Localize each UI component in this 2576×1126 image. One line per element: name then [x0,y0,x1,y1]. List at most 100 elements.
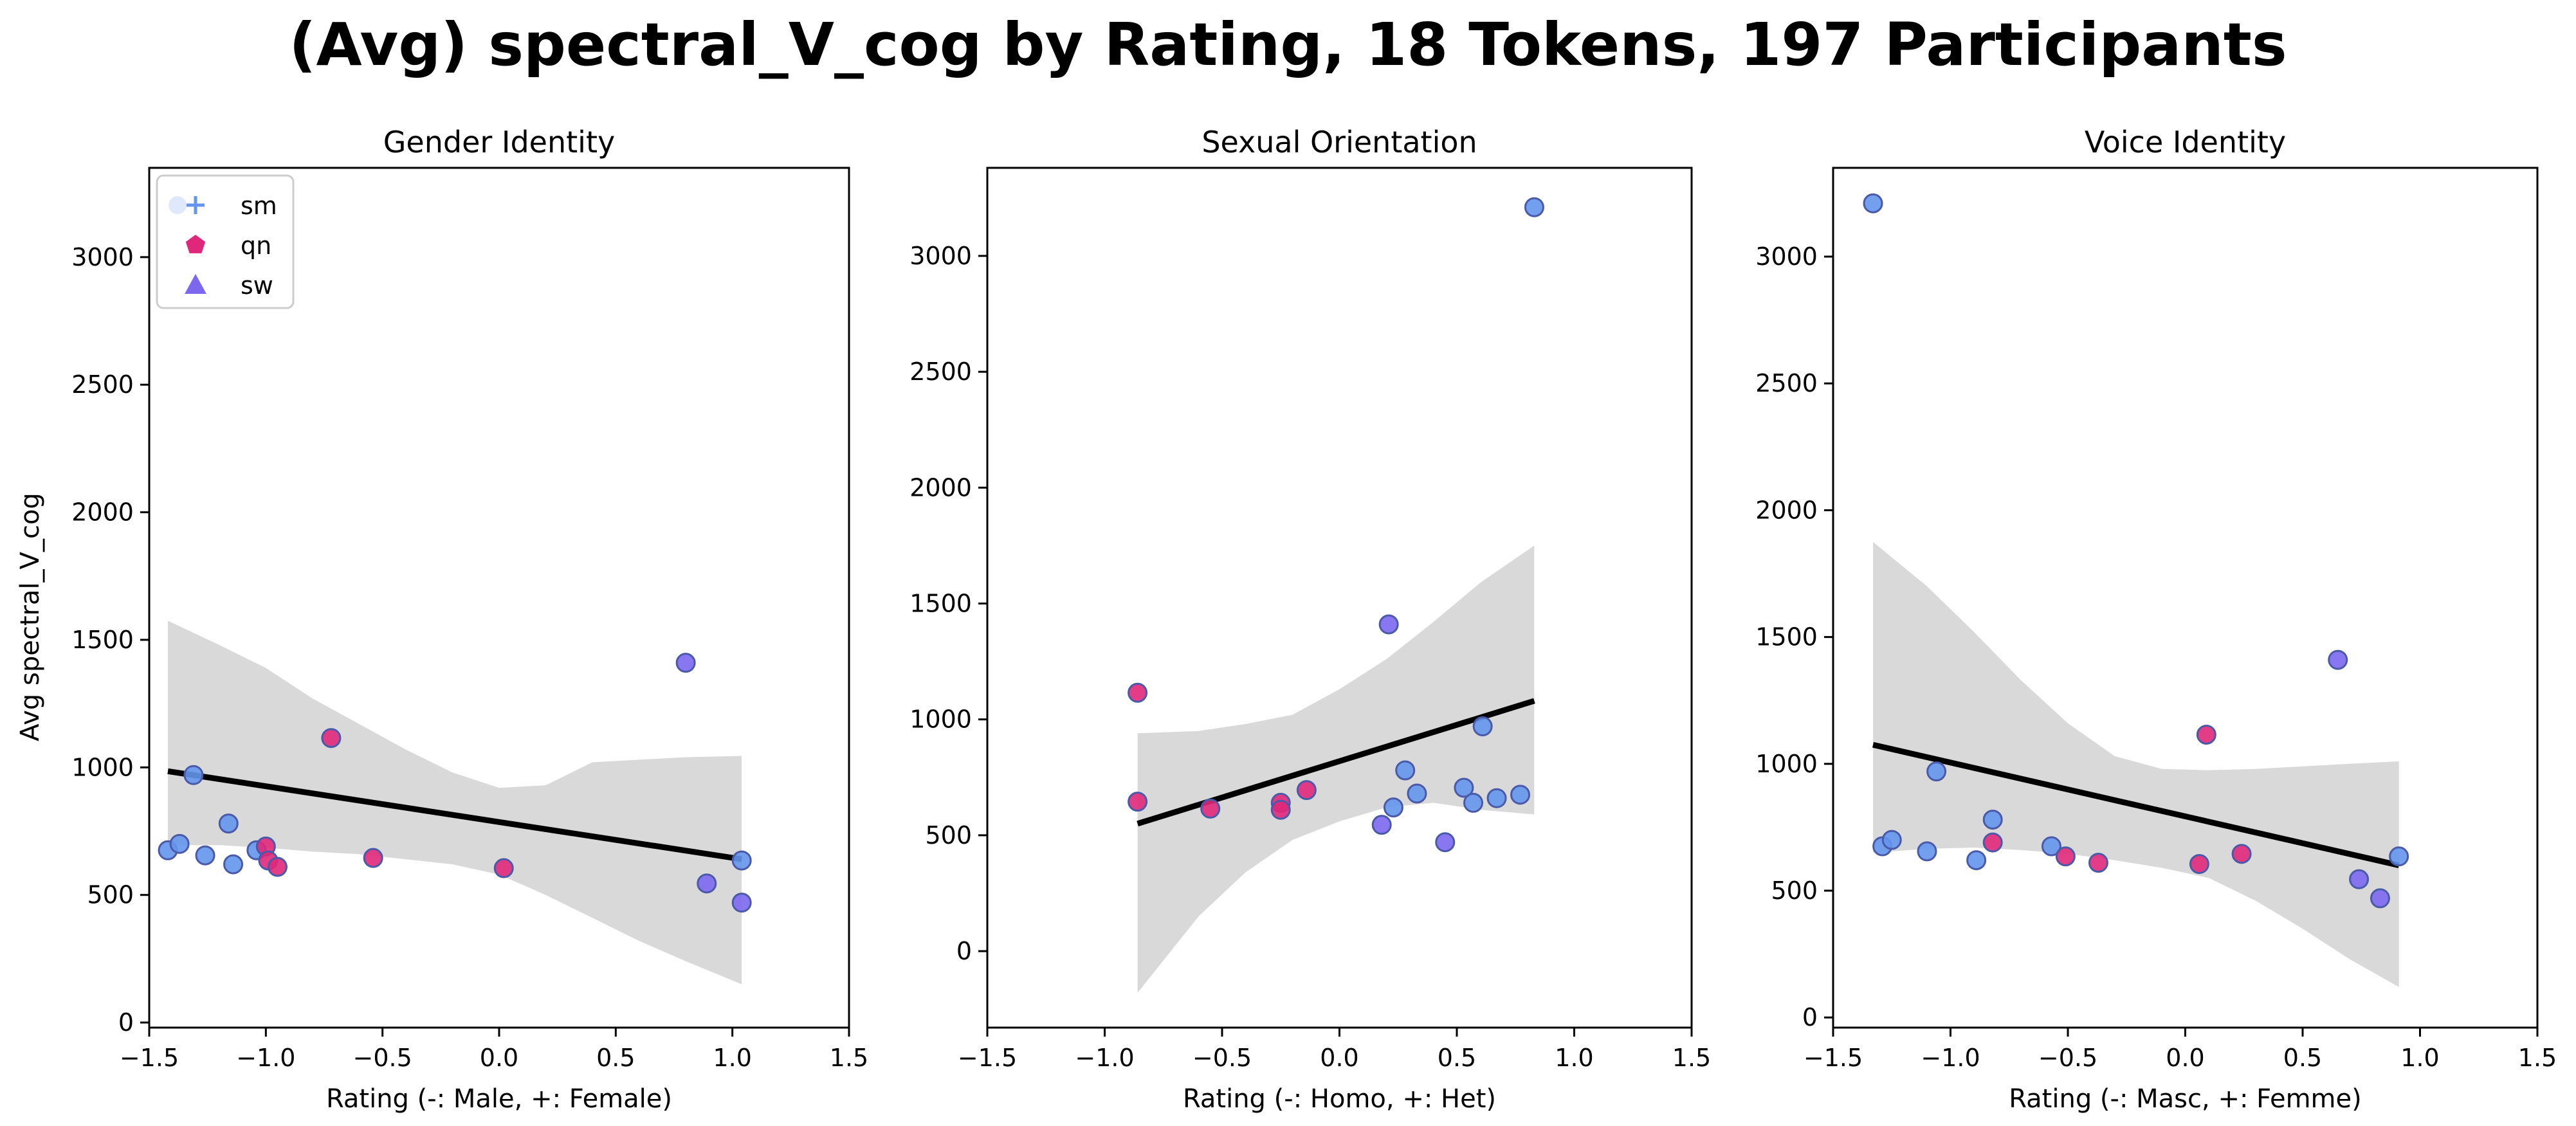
y-tick-label: 0 [1802,1003,1818,1031]
x-tick-label: 1.5 [2518,1044,2557,1072]
y-tick-label: 1500 [909,590,972,618]
data-point-sm [1982,810,2003,830]
data-point-sm [1926,761,1947,782]
x-tick-label: 1.5 [830,1044,868,1072]
x-tick-label: −0.5 [1192,1044,1252,1072]
legend-label: sm [241,192,277,220]
data-point-sm [169,833,190,854]
data-point-sm [2041,836,2061,857]
y-tick-label: 0 [956,937,972,965]
data-point-qn [2231,844,2252,864]
y-tick-label: 1500 [71,626,134,654]
x-axis-label: Rating (-: Male, +: Female) [326,1084,672,1114]
data-point-sm [1407,783,1427,804]
data-point-sm [1917,841,1937,862]
data-point-qn [1200,798,1221,819]
subplot-1: −1.5 −1.0 −0.5 0.0 0.5 1.0 1.5 0 500 1000 1500 2000… [15,125,868,1114]
x-tick-label: 0.0 [480,1044,518,1072]
x-tick-label: 1.0 [1555,1044,1593,1072]
data-point-sm [731,850,752,871]
x-tick-label: 0.5 [1438,1044,1476,1072]
data-point-sw [2349,869,2370,889]
data-point-qn [2088,853,2108,873]
data-point-sm [1454,777,1474,798]
data-point-sm [1863,193,1883,213]
data-point-qn [1270,799,1291,820]
legend-marker-halo [169,196,187,214]
data-point-qn [363,848,383,868]
data-point-sm [1472,716,1493,737]
data-point-qn [1982,832,2003,853]
data-point-qn [2196,724,2216,745]
y-tick-label: 500 [1771,876,1818,905]
data-point-sm [1881,830,1902,850]
y-tick-label: 500 [925,821,972,849]
data-point-sm [1524,197,1544,217]
legend-marker-plus-marker [187,196,205,214]
subplot-title: Gender Identity [383,125,615,159]
subplot-3: −1.5 −1.0 −0.5 0.0 0.5 1.0 1.5 0 500 1000 1500 2000… [1755,125,2557,1114]
figure-title: (Avg) spectral_V_cog by Rating, 18 Token… [289,10,2287,79]
x-axis-label: Rating (-: Homo, +: Het) [1183,1084,1496,1114]
data-point-sm [1395,760,1416,781]
legend-box [156,174,295,309]
confidence-band [168,621,742,985]
y-tick-label: 3000 [71,243,134,271]
data-point-qn [493,858,514,878]
legend-label: sw [241,271,273,300]
data-point-sm [223,854,244,875]
x-tick-label: −1.0 [1075,1044,1134,1072]
x-tick-label: 0.5 [2283,1044,2322,1072]
y-tick-label: 2500 [909,358,972,386]
y-tick-label: 2000 [71,498,134,527]
legend-marker-pentagon-marker [185,235,206,253]
data-point-sm [195,845,215,866]
y-tick-label: 3000 [1755,242,1818,271]
data-point-qn [1128,792,1148,812]
data-point-sw [2370,888,2390,909]
subplot-3-plot-area [1863,193,2409,987]
x-tick-label: −0.5 [2038,1044,2097,1072]
y-tick-label: 1000 [909,705,972,734]
x-tick-label: 0.5 [596,1044,635,1072]
subplot-1-plot-area [158,621,752,985]
legend-marker-triangle-marker [185,274,206,294]
data-point-sm [1463,792,1484,813]
x-tick-label: −0.5 [353,1044,412,1072]
data-point-sm [2389,846,2409,867]
data-point-sw [697,873,717,894]
data-point-sw [675,653,696,673]
x-tick-label: 1.5 [1672,1044,1711,1072]
y-tick-label: 2000 [1755,496,1818,524]
subplot-2: −1.5 −1.0 −0.5 0.0 0.5 1.0 1.5 0 500 1000 1500 2000… [909,125,1711,1114]
data-point-sm [1486,788,1507,808]
data-point-qn [321,728,342,749]
y-tick-label: 1500 [1755,623,1818,651]
subplot-2-plot-area [1128,197,1544,993]
subplot-title: Voice Identity [2085,125,2286,159]
x-tick-label: 1.0 [2400,1044,2439,1072]
data-point-sw [731,893,752,913]
y-tick-label: 2000 [909,473,972,502]
data-point-sw [1371,815,1392,835]
confidence-band [1873,541,2399,987]
y-tick-label: 2500 [1755,369,1818,397]
data-point-qn [2189,854,2209,875]
data-point-sm [218,813,239,834]
subplot-title: Sexual Orientation [1201,125,1477,159]
data-point-sw [1435,832,1456,853]
legend-label: qn [241,232,271,260]
regression-line [167,768,742,862]
y-tick-label: 3000 [909,242,972,270]
y-tick-label: 0 [118,1008,134,1037]
y-tick-label: 1000 [71,753,134,781]
data-point-sm [1966,850,1987,871]
x-tick-label: 1.0 [713,1044,751,1072]
y-tick-label: 2500 [71,370,134,399]
x-axis-label: Rating (-: Masc, +: Femme) [2009,1084,2361,1114]
regression-line [1872,741,2400,868]
confidence-band [1137,545,1535,993]
data-point-sw [1378,614,1399,635]
x-tick-label: −1.0 [1921,1044,1980,1072]
